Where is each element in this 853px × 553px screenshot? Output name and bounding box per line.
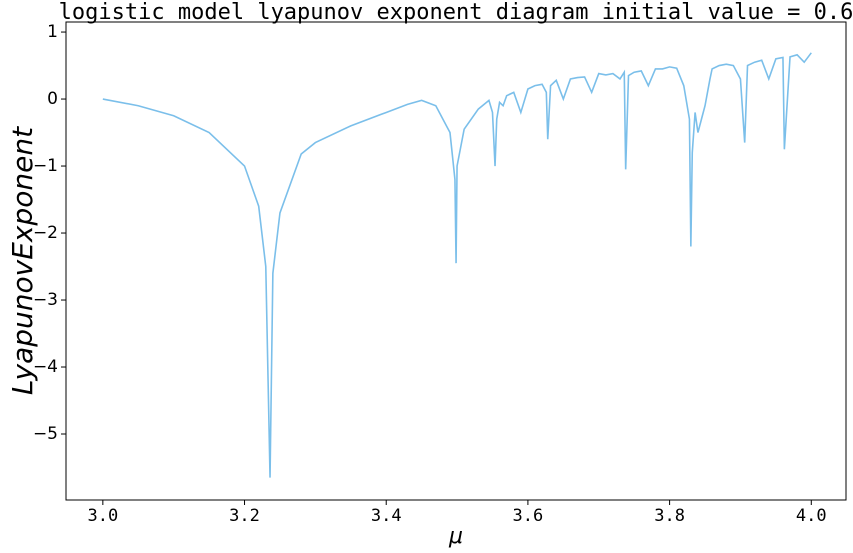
y-tick-label: −1: [33, 156, 58, 176]
x-tick-label: 3.0: [87, 506, 118, 526]
chart-title: logistic model lyapunov exponent diagram…: [59, 0, 853, 25]
x-tick-label: 4.0: [796, 506, 827, 526]
x-tick-label: 3.6: [513, 506, 544, 526]
x-tick-label: 3.4: [371, 506, 402, 526]
y-tick-label: −4: [33, 357, 58, 377]
x-tick-label: 3.8: [654, 506, 685, 526]
y-axis-label: LyapunovExponent: [6, 126, 39, 395]
x-tick-label: 3.2: [229, 506, 260, 526]
y-tick-label: −5: [33, 424, 58, 444]
plot-frame: [65, 21, 847, 501]
data-line: [102, 52, 812, 478]
y-tick-label: −2: [33, 223, 58, 243]
y-tick-label: 0: [47, 89, 58, 109]
y-tick-label: −3: [33, 290, 58, 310]
y-tick-label: 1: [47, 22, 58, 42]
x-axis-label: μ: [448, 524, 463, 549]
